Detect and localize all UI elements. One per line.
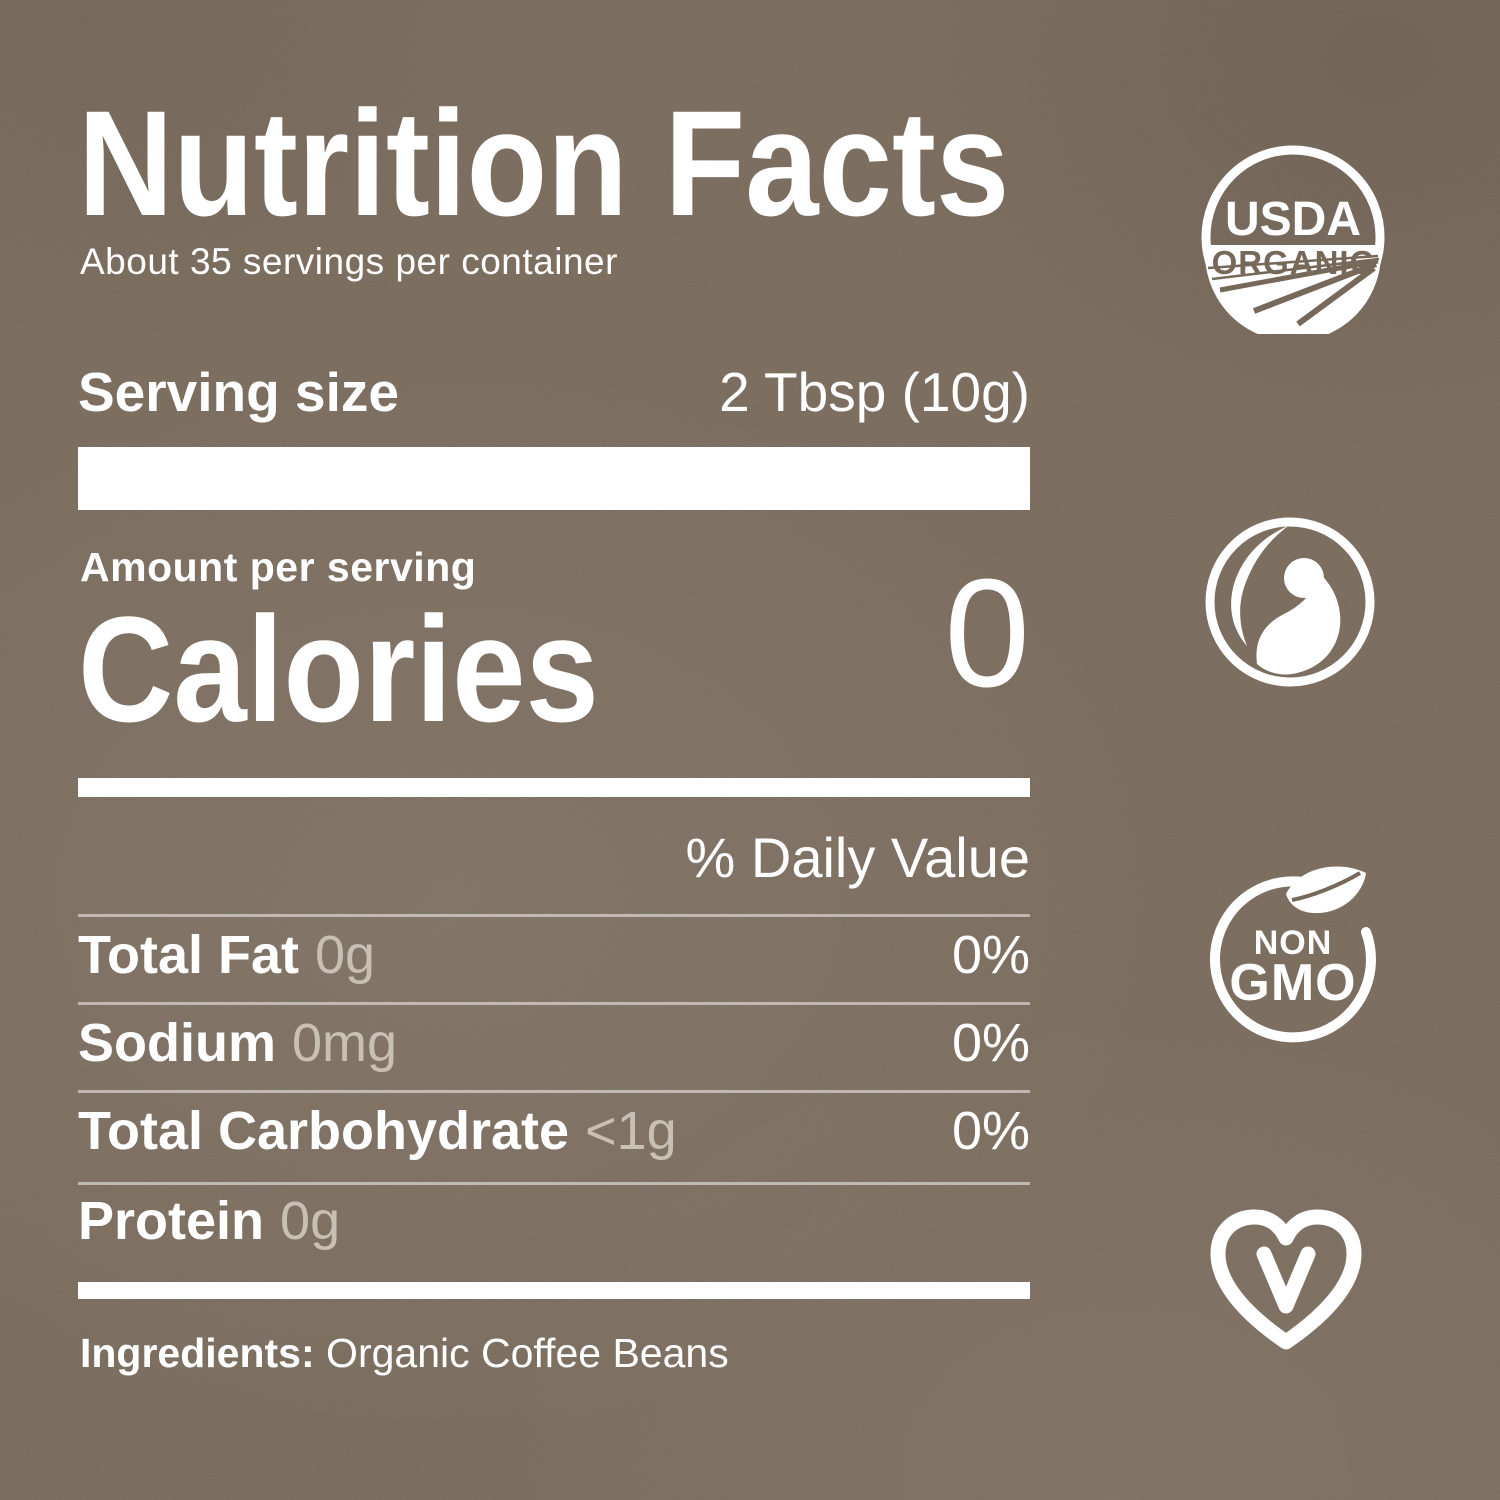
table-row: Total Fat 0g 0% [78,928,1030,982]
nutrient-amount: 0mg [292,1013,398,1073]
nutrient-name: Sodium [78,1013,276,1073]
nutrient-name: Protein [78,1191,265,1251]
nutrient-amount: <1g [585,1101,677,1161]
non-gmo-icon: NON GMO [1210,866,1376,1043]
svg-text:GMO: GMO [1229,954,1356,1012]
table-row: Protein 0g [78,1194,1030,1248]
nutrient-name: Total Carbohydrate [78,1101,570,1161]
nutrient-daily-value: 0% [951,925,1030,985]
row-divider [78,1002,1030,1005]
calories-value: 0 [944,547,1030,719]
vegan-v-glyph [1256,1246,1316,1314]
vegan-heart-icon [1210,1209,1362,1350]
nutrient-amount: 0g [314,925,376,985]
nutrient-amount: 0g [280,1191,341,1251]
fairtrade-icon [1205,517,1375,687]
thick-separator-bar [78,447,1030,510]
amount-per-serving-label: Amount per serving [80,544,477,590]
ingredients-line: Ingredients: Organic Coffee Beans [80,1333,729,1374]
nutrient-daily-value: 0% [951,1013,1030,1073]
ingredients-value: Organic Coffee Beans [326,1330,729,1376]
thick-separator-bar [78,1282,1030,1299]
serving-size-label: Serving size [78,361,399,423]
row-divider [78,1182,1030,1185]
table-row: Sodium 0mg 0% [78,1016,1030,1070]
table-row: Total Carbohydrate <1g 0% [78,1104,1030,1158]
ingredients-label: Ingredients: [80,1330,315,1376]
nutrient-name: Total Fat [78,925,299,985]
calories-label: Calories [78,585,599,753]
servings-per-container: About 35 servings per container [80,241,618,282]
medium-separator-bar [78,778,1030,797]
nutrition-facts-title: Nutrition Facts [78,79,1010,247]
svg-text:USDA: USDA [1225,193,1361,246]
usda-organic-icon: USDA ORGANIC [1201,145,1385,334]
daily-value-header: % Daily Value [685,826,1030,889]
row-divider [78,1090,1030,1093]
nutrient-daily-value: 0% [951,1101,1030,1161]
serving-size-value: 2 Tbsp (10g) [719,361,1030,423]
serving-size-row: Serving size 2 Tbsp (10g) [78,365,1030,420]
row-divider [78,914,1030,917]
